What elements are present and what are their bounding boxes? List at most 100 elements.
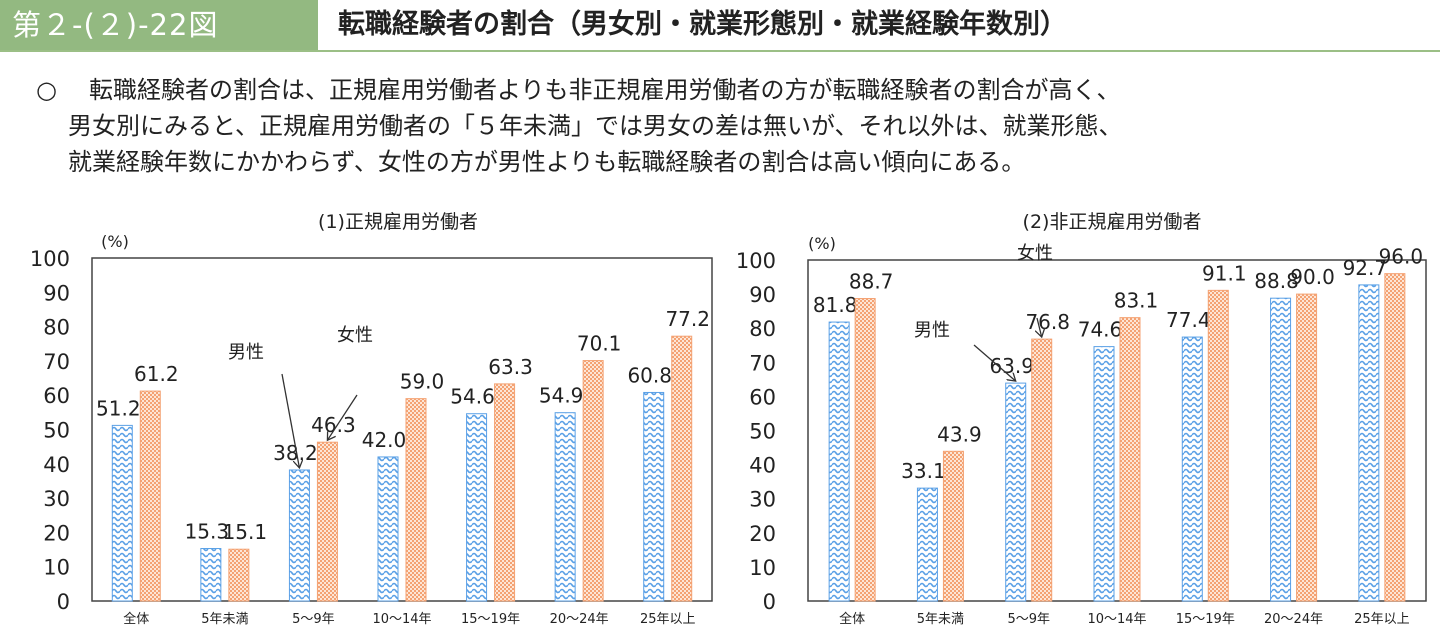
male-bar (916, 487, 938, 602)
data-label: 83.1 (1114, 289, 1159, 313)
male-bar (200, 548, 222, 602)
plot-frame (91, 257, 713, 602)
x-tick-label: 10～14年 (1087, 612, 1146, 627)
annotation-label: 男性 (914, 320, 950, 341)
summary-line-2: 男女別にみると、正規雇用労働者の「５年未満」では男女の差は無いが、それ以外は、就… (68, 112, 1123, 140)
y-tick-label: 10 (43, 556, 70, 580)
x-tick-label: 15～19年 (461, 612, 520, 627)
male-bar (554, 412, 576, 602)
y-tick-label: 70 (43, 350, 70, 374)
y-tick-label: 80 (749, 317, 776, 341)
summary-line-1: 転職経験者の割合は、正規雇用労働者よりも非正規雇用労働者の方が転職経験者の割合が… (88, 76, 1121, 104)
data-label: 96.0 (1379, 245, 1424, 269)
x-tick-label: 20～24年 (1264, 612, 1323, 627)
data-label: 77.2 (665, 307, 710, 331)
y-tick-label: 90 (43, 281, 70, 305)
annotation-label: 女性 (1017, 243, 1053, 264)
data-label: 42.0 (362, 428, 407, 452)
chart-regular-workers: (1)正規雇用労働者 (%) 0 10 20 30 40 50 60 70 80 90 100 全体 5年未… (30, 211, 713, 627)
annotation-arrow (281, 373, 299, 468)
data-label: 33.1 (901, 459, 946, 483)
x-tick-label: 25年以上 (1354, 612, 1410, 627)
y-tick-label: 70 (749, 351, 776, 375)
data-label: 46.3 (311, 413, 356, 437)
summary-text: ○ 転職経験者の割合は、正規雇用労働者よりも非正規雇用労働者の方が転職経験者の割合… (36, 72, 1416, 180)
plot-frame (807, 259, 1427, 602)
y-tick-label: 90 (749, 283, 776, 307)
y-tick-label: 40 (43, 453, 70, 477)
summary-line: 男女別にみると、正規雇用労働者の「５年未満」では男女の差は無いが、それ以外は、就… (36, 108, 1416, 144)
y-tick-label: 30 (43, 487, 70, 511)
y-tick-label: 20 (43, 521, 70, 545)
data-label: 88.7 (849, 270, 894, 294)
x-tick-label: 5～9年 (292, 612, 335, 627)
y-tick-label: 50 (43, 419, 70, 443)
female-bar (1031, 338, 1053, 602)
data-label: 54.9 (539, 384, 584, 408)
male-bar (828, 321, 850, 602)
y-tick-label: 0 (57, 590, 70, 614)
y-tick-label: 60 (43, 384, 70, 408)
annotation-arrow (973, 344, 1016, 381)
data-label: 63.9 (989, 354, 1034, 378)
male-bar (111, 424, 133, 602)
male-bar (377, 456, 399, 602)
y-axis-unit: (%) (808, 234, 836, 253)
male-bar (1093, 346, 1115, 602)
y-tick-label: 30 (749, 488, 776, 512)
data-label: 60.8 (627, 363, 672, 387)
data-label: 59.0 (400, 370, 445, 394)
female-bar (942, 450, 964, 602)
female-bar (1384, 273, 1406, 602)
x-tick-label: 5年未満 (201, 612, 248, 627)
annotation-label: 女性 (337, 325, 373, 346)
data-label: 76.8 (1025, 310, 1070, 334)
data-label: 61.2 (134, 362, 179, 386)
annotation-label: 男性 (228, 342, 264, 363)
y-tick-label: 40 (749, 454, 776, 478)
y-axis-unit: (%) (101, 232, 129, 251)
female-bar (582, 360, 604, 602)
chart-title: (1)正規雇用労働者 (318, 211, 478, 233)
male-bar (1358, 284, 1380, 602)
data-label: 88.8 (1254, 269, 1299, 293)
data-label: 77.4 (1166, 308, 1211, 332)
figure-number: 第２-(２)-22図 (0, 0, 318, 50)
male-bar (466, 413, 488, 602)
data-label: 54.6 (450, 385, 495, 409)
x-tick-label: 20～24年 (550, 612, 609, 627)
summary-line-3: 就業経験年数にかかわらず、女性の方が男性よりも転職経験者の割合は高い傾向にある。 (68, 148, 1026, 176)
female-bar (854, 298, 876, 602)
x-tick-label: 全体 (839, 611, 865, 627)
male-bar (288, 469, 310, 602)
x-tick-label: 5年未満 (917, 612, 964, 627)
female-bar (671, 335, 693, 602)
data-label: 43.9 (937, 422, 982, 446)
x-tick-label: 10～14年 (372, 612, 431, 627)
annotation-arrow (327, 394, 358, 440)
y-tick-label: 60 (749, 385, 776, 409)
x-tick-label: 5～9年 (1007, 612, 1050, 627)
x-tick-label: 15～19年 (1176, 612, 1235, 627)
male-bar (1181, 336, 1203, 602)
summary-line: 就業経験年数にかかわらず、女性の方が男性よりも転職経験者の割合は高い傾向にある。 (36, 144, 1416, 180)
y-tick-label: 0 (763, 590, 776, 614)
male-bar (1005, 382, 1027, 602)
data-label: 70.1 (577, 332, 622, 356)
data-label: 81.8 (813, 293, 858, 317)
female-bar (228, 548, 250, 602)
y-tick-label: 20 (749, 522, 776, 546)
male-bar (1270, 297, 1292, 602)
data-label: 90.0 (1290, 265, 1335, 289)
female-bar (405, 398, 427, 602)
y-tick-label: 50 (749, 420, 776, 444)
y-tick-label: 80 (43, 316, 70, 340)
data-label: 63.3 (488, 355, 533, 379)
x-tick-label: 全体 (123, 611, 149, 627)
figure-title: 転職経験者の割合（男女別・就業形態別・就業経験年数別） (338, 9, 1067, 40)
data-label: 51.2 (96, 396, 141, 420)
summary-bullet: ○ (36, 76, 57, 104)
data-label: 15.3 (185, 520, 230, 544)
summary-line: ○ 転職経験者の割合は、正規雇用労働者よりも非正規雇用労働者の方が転職経験者の割合… (36, 72, 1416, 108)
